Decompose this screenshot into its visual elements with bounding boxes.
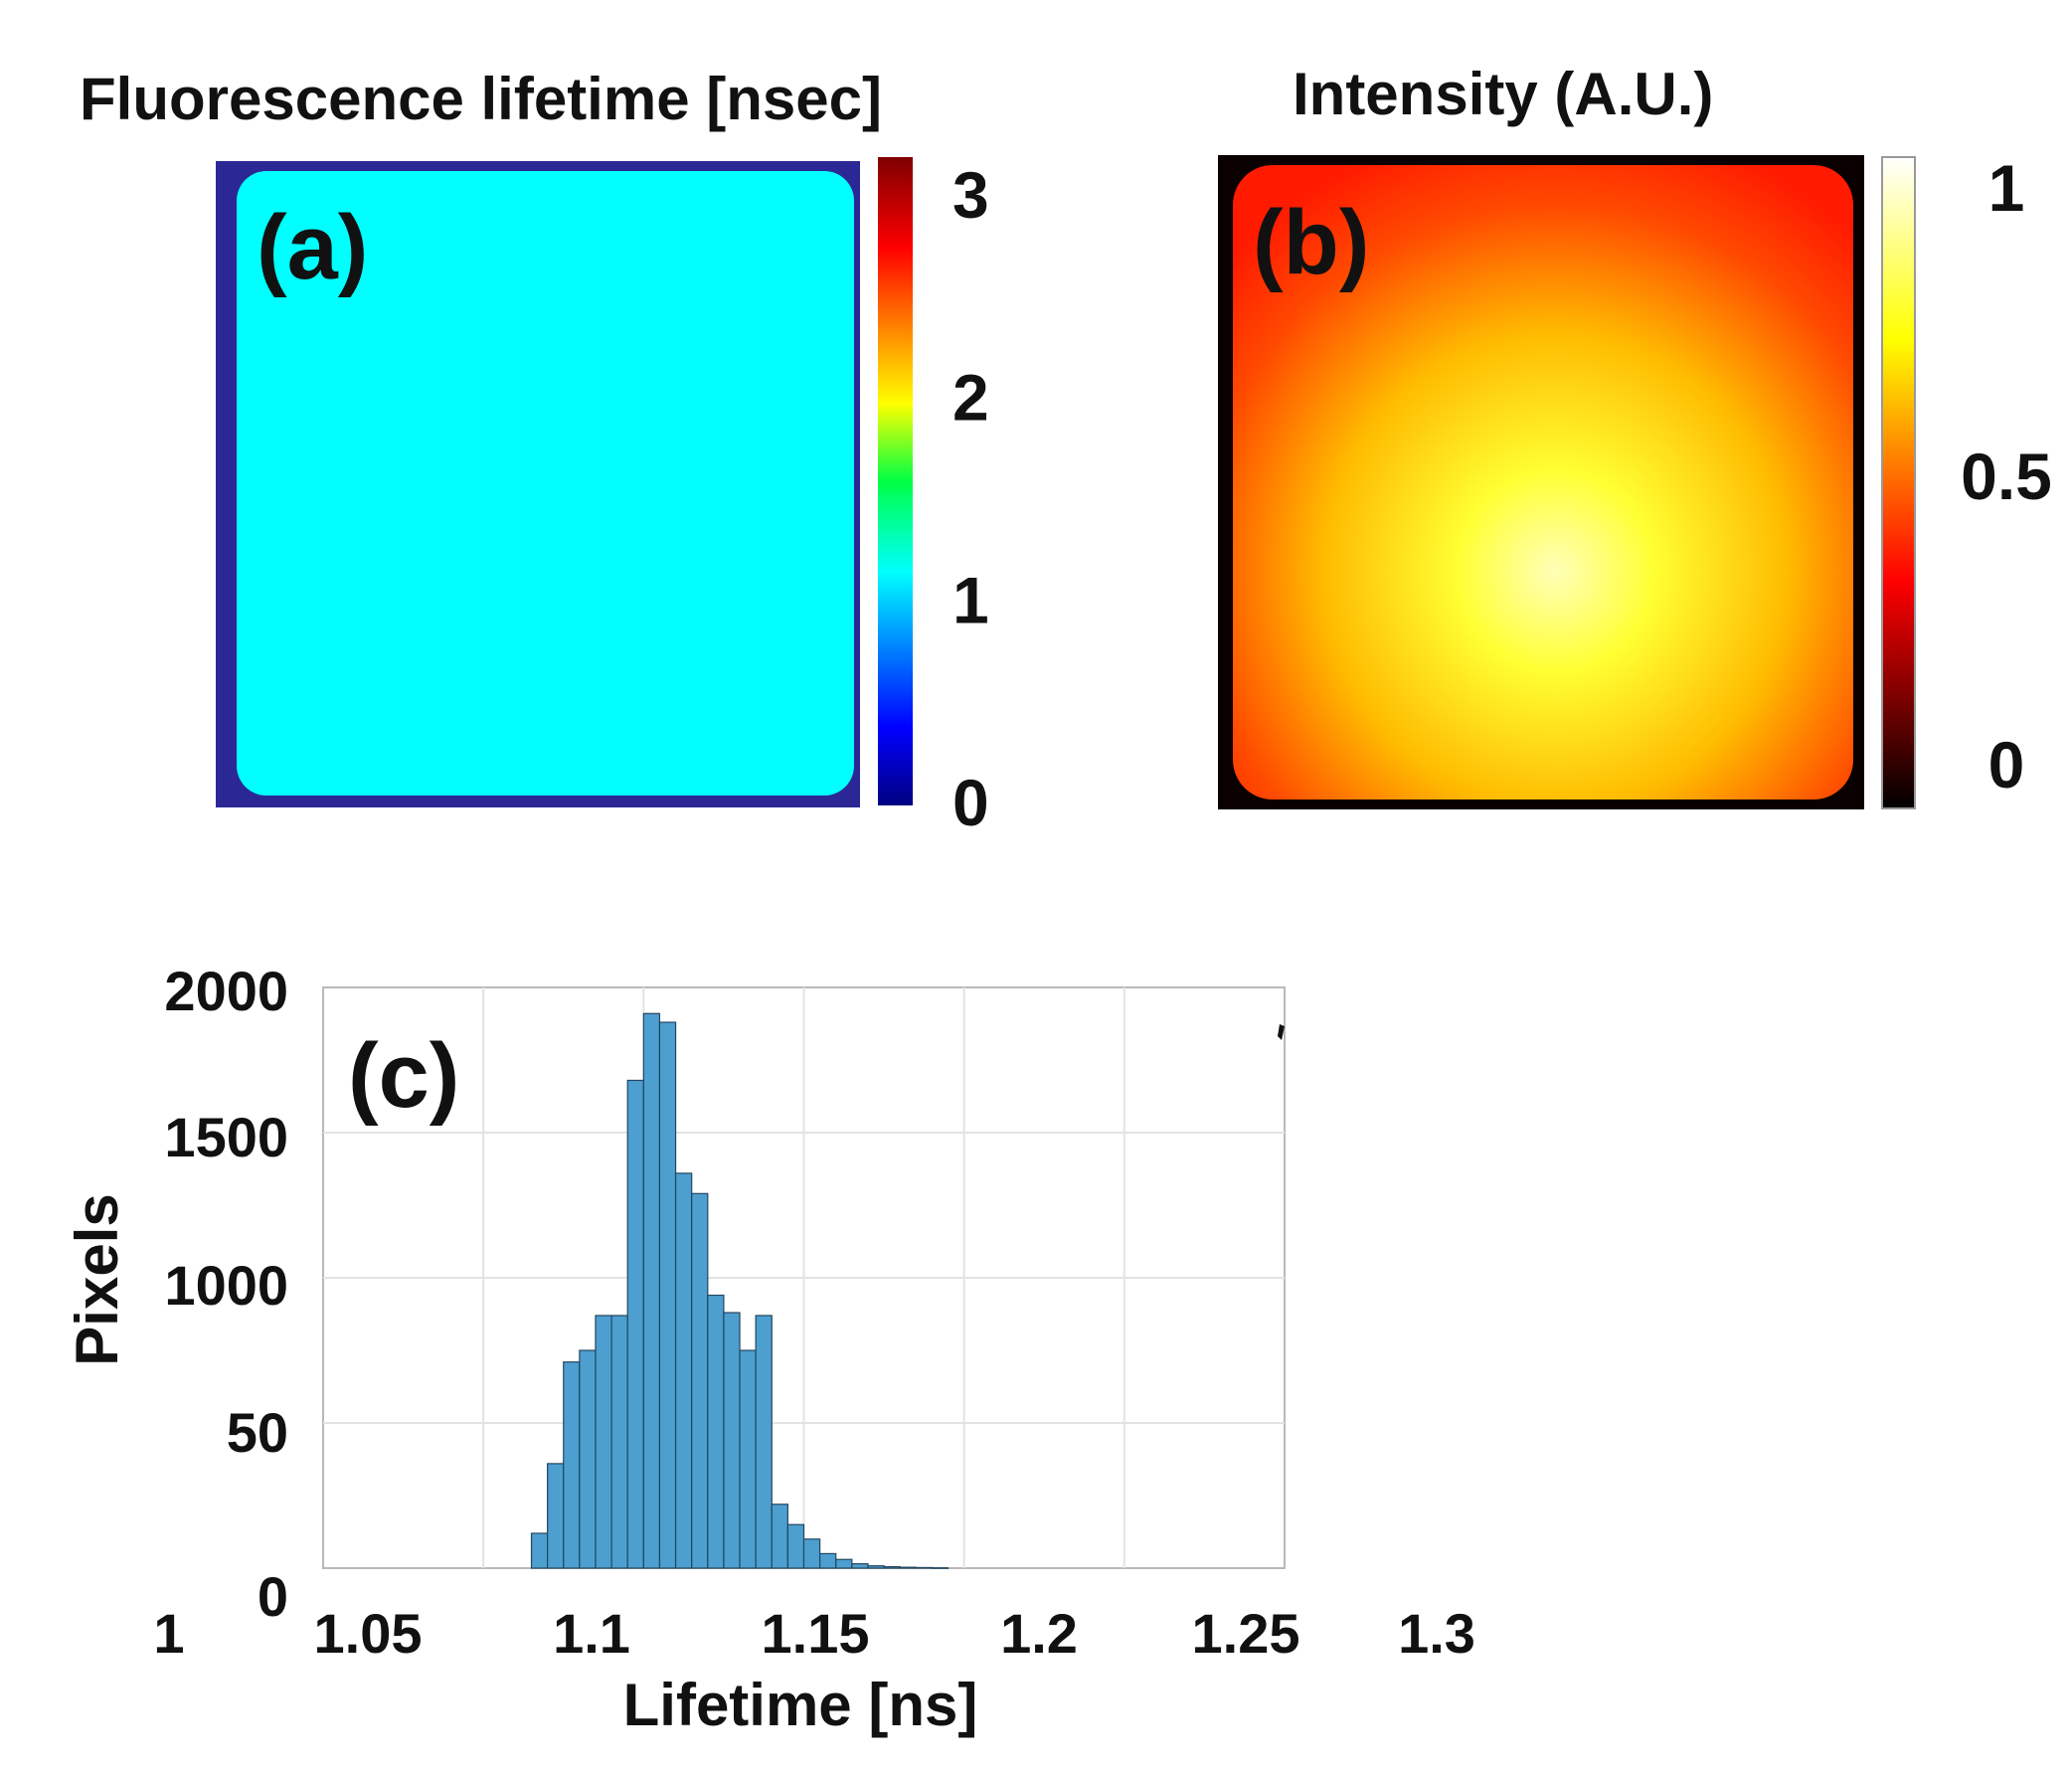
histogram-panel: 0 50 1000 1500 2000 1 1.05 1.1 1.15 1.2 1.25 1.3 (… [64,960,1475,1738]
histogram-corner-mark [1278,1024,1285,1040]
histogram-bar [723,1312,741,1569]
histogram-x-tick-label: 1.05 [314,1602,423,1665]
histogram-bar [915,1566,934,1569]
histogram-x-tick-label: 1.3 [1398,1602,1475,1665]
panel-b-label: (b) [1253,192,1369,293]
histogram-bar [610,1315,628,1569]
histogram-bar [739,1349,757,1569]
histogram-x-tick-label: 1 [153,1602,184,1665]
histogram-y-tick-label: 0 [258,1565,288,1628]
histogram-bar [755,1315,773,1569]
histogram-bar [579,1349,597,1569]
intensity-colorbar-tick-label: 1 [1988,151,2025,225]
panel-c-label: (c) [348,1025,459,1127]
panel-a-label: (a) [257,197,368,298]
histogram-bar [595,1315,612,1569]
lifetime-colorbar-tick-label: 0 [952,766,989,839]
histogram-bar [626,1079,644,1569]
histogram-bars [530,1012,950,1569]
histogram-x-label: Lifetime [ns] [623,1672,978,1738]
histogram-bar [819,1552,837,1569]
histogram-bar [835,1558,853,1569]
histogram-bar [563,1361,581,1569]
histogram-bar [547,1463,565,1569]
histogram-bar [642,1012,661,1569]
intensity-map [1233,165,1853,799]
lifetime-colorbar-tick-label: 2 [952,361,989,435]
histogram-bar [530,1532,549,1569]
histogram-bar [802,1538,821,1569]
histogram-x-tick-label: 1.2 [1000,1602,1078,1665]
histogram-y-tick-label: 1500 [164,1106,288,1168]
histogram-y-tick-label: 50 [227,1401,288,1464]
histogram-bar [931,1567,950,1569]
intensity-colorbar-ticks: 00.51 [1961,151,2052,801]
histogram-bar [786,1523,805,1569]
histogram-x-ticks: 1 1.05 1.1 1.15 1.2 1.25 1.3 [153,1602,1475,1665]
lifetime-colorbar-ticks: 0 1 2 3 [952,158,989,839]
histogram-x-tick-label: 1.15 [762,1602,870,1665]
histogram-bar [883,1565,901,1569]
intensity-title: Intensity (A.U.) [1293,61,1713,127]
histogram-y-label: Pixels [64,1193,130,1365]
intensity-colorbar [1881,156,1916,809]
histogram-bar [851,1563,869,1569]
lifetime-title: Fluorescence lifetime [nsec] [80,66,882,132]
histogram-y-tick-label: 1000 [164,1254,288,1317]
histogram-y-tick-label: 2000 [164,960,288,1022]
histogram-x-tick-label: 1.25 [1192,1602,1300,1665]
lifetime-panel: Fluorescence lifetime [nsec] (a) 0 1 2 3 [80,66,989,839]
lifetime-colorbar-tick-label: 3 [952,158,989,232]
histogram-bar [771,1504,788,1569]
histogram-bar [658,1021,677,1569]
histogram-bar [899,1566,917,1569]
histogram-x-tick-label: 1.1 [553,1602,630,1665]
histogram-bar [674,1172,693,1569]
histogram-y-ticks: 0 50 1000 1500 2000 [164,960,288,1628]
lifetime-colorbar [878,157,913,805]
histogram-bar [867,1565,885,1569]
intensity-colorbar-tick-label: 0.5 [1961,440,2052,513]
histogram-bar [691,1192,709,1569]
lifetime-colorbar-tick-label: 1 [952,563,989,636]
lifetime-map [237,171,854,796]
intensity-colorbar-tick-label: 0 [1988,728,2025,801]
intensity-panel: Intensity (A.U.) (b) 00.51 [1218,61,2052,809]
histogram-bar [707,1294,725,1569]
